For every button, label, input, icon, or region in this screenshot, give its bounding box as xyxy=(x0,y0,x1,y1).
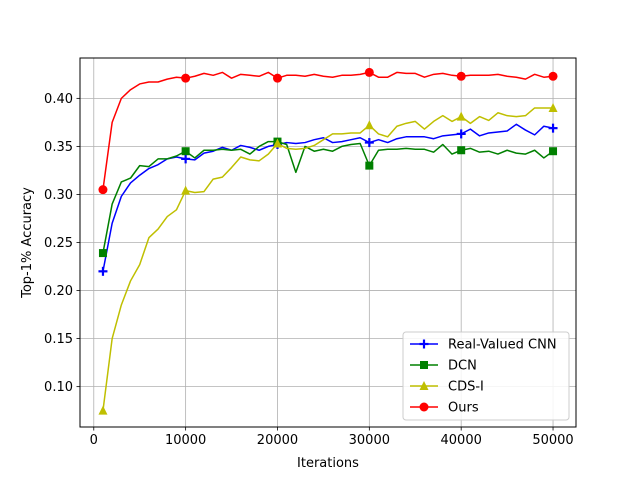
triangle-marker xyxy=(272,138,282,148)
triangle-marker xyxy=(548,102,558,112)
legend-box xyxy=(402,331,570,421)
data-point xyxy=(548,71,558,81)
legend-item: Ours xyxy=(410,401,479,416)
data-point xyxy=(98,405,108,415)
legend-marker xyxy=(419,381,429,390)
y-tick-label: 0.10 xyxy=(44,380,73,395)
legend-item: Real-Valued CNN xyxy=(410,338,557,353)
circle-marker xyxy=(364,67,374,77)
data-point xyxy=(457,146,466,155)
legend-item: CDS-I xyxy=(410,380,484,395)
data-point xyxy=(456,71,466,81)
series-line xyxy=(102,140,554,254)
legend-marker xyxy=(420,361,428,369)
y-tick-label: 0.35 xyxy=(44,140,73,155)
y-tick-label: 0.25 xyxy=(44,236,73,251)
ticks: 0 10000 20000 30000 40000 50000 0.10 0.15 0.20 0.… xyxy=(44,92,574,448)
circle-marker xyxy=(272,73,282,83)
x-tick-label: 40000 xyxy=(441,433,482,448)
data-point xyxy=(364,138,374,148)
data-point xyxy=(364,67,374,77)
legend-marker xyxy=(419,339,429,349)
data-point xyxy=(181,147,190,156)
x-tick-label: 10000 xyxy=(165,433,206,448)
x-tick-label: 30000 xyxy=(349,433,390,448)
data-point xyxy=(548,123,558,133)
triangle-marker xyxy=(98,405,108,415)
legend: Real-Valued CNN DCN CDS-I Ours xyxy=(402,331,570,421)
legend-marker xyxy=(419,402,429,412)
triangle-marker xyxy=(419,381,429,390)
square-marker xyxy=(420,361,428,369)
data-point xyxy=(181,185,191,195)
y-tick-label: 0.15 xyxy=(44,332,73,347)
y-tick-label: 0.20 xyxy=(44,284,73,299)
data-point xyxy=(98,249,107,258)
series-line xyxy=(102,123,554,272)
x-tick-label: 20000 xyxy=(257,433,298,448)
grid xyxy=(80,58,576,427)
circle-marker xyxy=(181,73,191,83)
circle-marker xyxy=(456,71,466,81)
legend-item: DCN xyxy=(410,359,477,374)
x-tick-label: 0 xyxy=(90,433,98,448)
data-point xyxy=(98,266,108,276)
series-line xyxy=(102,107,554,411)
triangle-marker xyxy=(456,111,466,121)
triangle-marker xyxy=(364,120,374,130)
square-marker xyxy=(549,147,558,156)
circle-marker xyxy=(419,402,429,412)
legend-label: Real-Valued CNN xyxy=(448,338,557,353)
square-marker xyxy=(365,161,374,170)
square-marker xyxy=(181,147,190,156)
data-point xyxy=(181,154,191,164)
legend-label: CDS-I xyxy=(448,380,484,395)
data-point xyxy=(549,147,558,156)
series-cds-i xyxy=(98,102,558,415)
square-marker xyxy=(98,249,107,258)
y-tick-label: 0.40 xyxy=(44,92,73,107)
data-point xyxy=(98,185,108,195)
y-tick-label: 0.30 xyxy=(44,188,73,203)
legend-label: Ours xyxy=(448,401,479,416)
plot-area xyxy=(98,67,558,415)
data-point xyxy=(548,102,558,112)
data-point xyxy=(272,73,282,83)
triangle-marker xyxy=(181,185,191,195)
series-ours xyxy=(98,67,558,195)
square-marker xyxy=(457,146,466,155)
data-point xyxy=(272,138,282,148)
y-axis-label: Top-1% Accuracy xyxy=(20,187,35,299)
legend-label: DCN xyxy=(448,359,477,374)
data-point xyxy=(365,161,374,170)
x-axis-label: Iterations xyxy=(297,456,359,471)
circle-marker xyxy=(548,71,558,81)
series-line xyxy=(102,71,554,190)
data-point xyxy=(456,129,466,139)
circle-marker xyxy=(98,185,108,195)
x-tick-label: 50000 xyxy=(532,433,573,448)
data-point xyxy=(456,111,466,121)
data-point xyxy=(364,120,374,130)
data-point xyxy=(181,73,191,83)
